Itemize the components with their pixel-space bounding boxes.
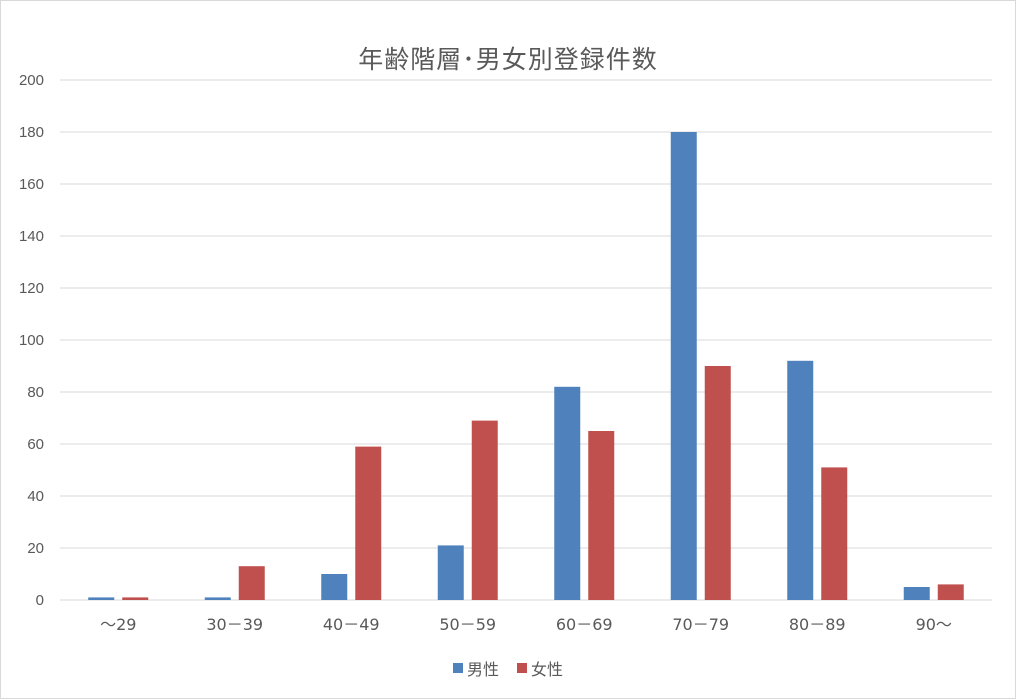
bar-male (554, 386, 581, 600)
x-tick-label: 70－79 (672, 615, 729, 634)
y-tick-label: 160 (19, 176, 44, 193)
legend-item-female: 女性 (517, 656, 563, 680)
bar-female (588, 431, 615, 600)
y-tick-label: 40 (27, 488, 44, 505)
bar-male (88, 597, 115, 600)
bar-male (204, 597, 231, 600)
y-tick-label: 120 (19, 280, 44, 297)
legend-swatch-male (452, 663, 463, 673)
x-tick-label: 90～ (916, 615, 952, 634)
bar-male (670, 132, 697, 600)
x-tick-label: 30－39 (206, 615, 263, 634)
x-tick-label: 60－69 (556, 615, 613, 634)
bar-female (937, 584, 964, 600)
y-tick-label: 200 (19, 72, 44, 89)
bar-female (471, 420, 498, 600)
x-tick-label: 80－89 (789, 615, 846, 634)
bar-female (238, 566, 265, 600)
x-tick-label: ～29 (100, 615, 136, 634)
bar-female (355, 446, 382, 600)
y-tick-label: 0 (36, 592, 44, 609)
y-tick-label: 100 (19, 332, 44, 349)
legend-label-male: 男性 (466, 660, 499, 679)
chart-title: 年齢階層･男女別登録件数 (358, 45, 658, 74)
bar-male (321, 574, 348, 600)
bar-male (437, 545, 464, 600)
bar-female (821, 467, 848, 600)
x-tick-label: 40－49 (323, 615, 380, 634)
legend: 男性 女性 (0, 656, 1016, 680)
bar-female (704, 366, 731, 600)
legend-swatch-female (517, 663, 527, 673)
y-tick-label: 180 (19, 124, 44, 141)
y-tick-label: 60 (27, 436, 44, 453)
bar-female (122, 597, 149, 600)
bar-male (903, 587, 930, 600)
y-tick-label: 140 (19, 228, 44, 245)
bar-male (787, 360, 814, 600)
y-tick-label: 20 (27, 540, 44, 557)
legend-item-male: 男性 (452, 656, 499, 680)
y-tick-label: 80 (27, 384, 44, 401)
legend-label-female: 女性 (531, 660, 564, 679)
x-tick-label: 50－59 (439, 615, 496, 634)
